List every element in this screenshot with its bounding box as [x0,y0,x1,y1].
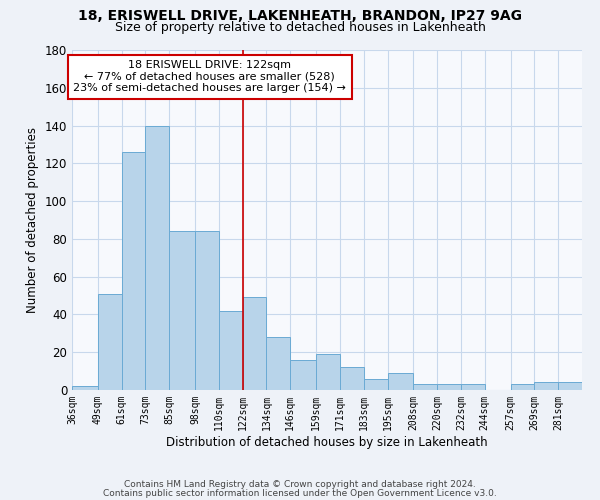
Bar [290,360,316,390]
Bar [461,384,485,390]
Bar [122,152,145,390]
Bar [364,378,388,390]
Bar [388,373,413,390]
Bar [195,232,219,390]
Bar [145,126,169,390]
Y-axis label: Number of detached properties: Number of detached properties [26,127,39,313]
Text: Size of property relative to detached houses in Lakenheath: Size of property relative to detached ho… [115,22,485,35]
Text: Contains public sector information licensed under the Open Government Licence v3: Contains public sector information licen… [103,488,497,498]
Text: 18 ERISWELL DRIVE: 122sqm
← 77% of detached houses are smaller (528)
23% of semi: 18 ERISWELL DRIVE: 122sqm ← 77% of detac… [73,60,346,94]
Text: Contains HM Land Registry data © Crown copyright and database right 2024.: Contains HM Land Registry data © Crown c… [124,480,476,489]
X-axis label: Distribution of detached houses by size in Lakenheath: Distribution of detached houses by size … [166,436,488,448]
Bar [558,382,582,390]
Text: 18, ERISWELL DRIVE, LAKENHEATH, BRANDON, IP27 9AG: 18, ERISWELL DRIVE, LAKENHEATH, BRANDON,… [78,9,522,23]
Bar [98,294,122,390]
Bar [316,354,340,390]
Bar [535,382,558,390]
Bar [266,337,290,390]
Bar [219,310,242,390]
Bar [511,384,535,390]
Bar [169,232,195,390]
Bar [413,384,437,390]
Bar [72,386,98,390]
Bar [340,368,364,390]
Bar [437,384,461,390]
Bar [242,298,266,390]
